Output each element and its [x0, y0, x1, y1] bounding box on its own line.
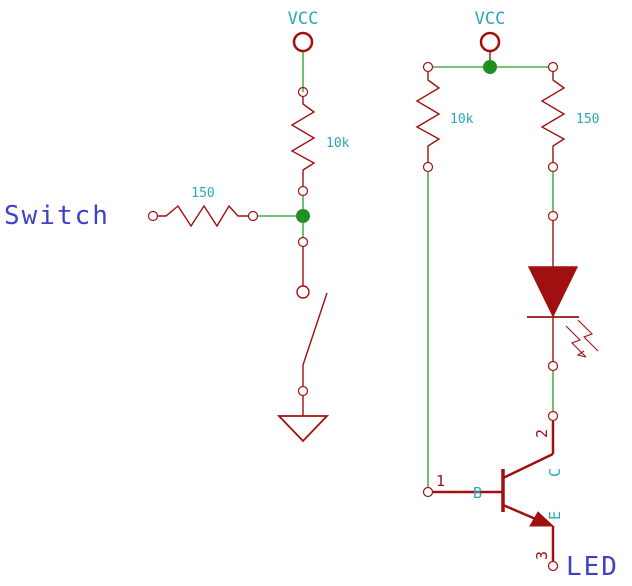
pin-number-1: 1 [436, 472, 445, 490]
led[interactable] [527, 210, 599, 372]
net-label-led: LED [566, 552, 619, 581]
resistor-base-10k[interactable] [415, 61, 441, 173]
resistor-led-value: 150 [576, 112, 599, 127]
junction-right [483, 60, 497, 74]
vcc-left-symbol [292, 31, 314, 53]
pin-name-e: E [546, 511, 564, 520]
pin-number-3: 3 [533, 551, 551, 560]
vcc-right-symbol [479, 31, 501, 53]
pin-number-2: 2 [533, 429, 551, 438]
ground-symbol [276, 396, 330, 443]
resistor-pullup-10k[interactable] [290, 86, 316, 197]
npn-transistor[interactable] [422, 410, 559, 572]
vcc-left-label: VCC [288, 9, 319, 29]
resistor-series-150[interactable] [147, 204, 259, 228]
net-label-switch: Switch [4, 201, 110, 231]
switch[interactable] [296, 236, 328, 397]
pin-name-c: C [546, 468, 564, 477]
pin-name-b: B [473, 484, 482, 502]
resistor-led-150[interactable] [540, 61, 566, 173]
resistor-pullup-value: 10k [326, 136, 350, 151]
resistor-series-value: 150 [191, 186, 214, 201]
resistor-base-value: 10k [450, 112, 474, 127]
vcc-right-label: VCC [475, 9, 506, 29]
